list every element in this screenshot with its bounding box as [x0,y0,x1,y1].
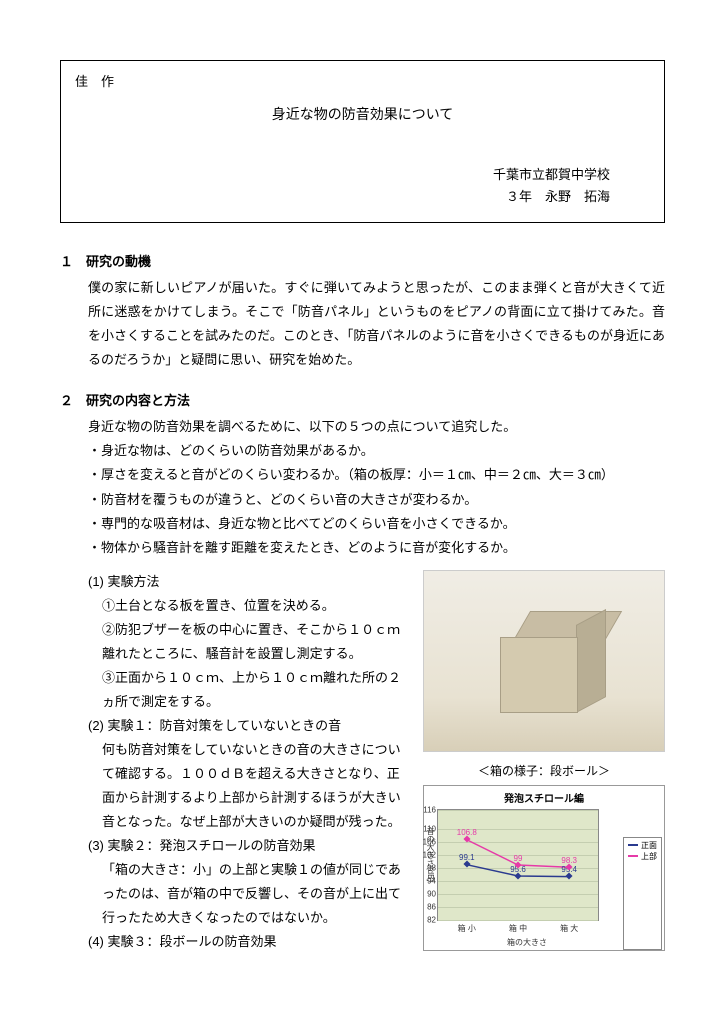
chart-xtick: 箱 小 [458,923,476,934]
exp1-body: 何も防音対策をしていないときの音の大きさについて確認する。１００ｄＢを超える大き… [102,738,407,834]
chart-gridline [438,920,598,921]
chart-ytick: 94 [418,876,436,885]
legend-color-icon [628,855,638,857]
chart-ytick: 82 [418,915,436,924]
method-step: ①土台となる板を置き、位置を決める。 [102,594,407,618]
chart-ytick: 102 [418,850,436,859]
legend-item: 上部 [628,851,657,862]
chart-ytick: 86 [418,902,436,911]
chart-value-label: 99 [514,854,523,863]
exp3-heading: (4) 実験３：段ボールの防音効果 [88,930,407,954]
chart-container: 発泡スチロール編 音の大きさ(dB) 828690949810210611011… [423,785,665,951]
chart-ytick: 98 [418,863,436,872]
chart-value-label: 99.1 [459,854,475,863]
photo-caption: ＜箱の様子：段ボール＞ [423,762,665,779]
school-name: 千葉市立都賀中学校 [75,164,650,186]
paper-title: 身近な物の防音効果について [75,104,650,124]
box-side-face [576,609,606,713]
bullet-item: ・厚さを変えると音がどのくらい変わるか。（箱の板厚：小＝１㎝、中＝２㎝、大＝３㎝… [88,463,665,487]
exp1-heading: (2) 実験１：防音対策をしていないときの音 [88,714,407,738]
bullet-item: ・身近な物は、どのくらいの防音効果があるか。 [88,439,665,463]
section1-heading: １ 研究の動機 [60,251,665,270]
chart-ytick: 90 [418,889,436,898]
section2-heading: ２ 研究の内容と方法 [60,390,665,409]
legend-item: 正面 [628,840,657,851]
section2-intro: 身近な物の防音効果を調べるために、以下の５つの点について追究した。 [88,415,665,439]
header-box: 佳 作 身近な物の防音効果について 千葉市立都賀中学校 ３年 永野 拓海 [60,60,665,223]
bullet-item: ・防音材を覆うものが違うと、どのくらい音の大きさが変わるか。 [88,488,665,512]
exp2-heading: (3) 実験２：発泡スチロールの防音効果 [88,834,407,858]
author-name: ３年 永野 拓海 [75,186,650,208]
chart-value-label: 98.3 [561,856,577,865]
right-column: ＜箱の様子：段ボール＞ 発泡スチロール編 音の大きさ(dB) 828690949… [423,570,665,955]
chart-xtick: 箱 大 [560,923,578,934]
chart-ytick: 106 [418,838,436,847]
box-photo [423,570,665,752]
chart-value-label: 106.8 [457,829,477,838]
method-heading: (1) 実験方法 [88,570,407,594]
legend-label: 正面 [641,840,657,851]
chart-ytick: 110 [418,825,436,834]
legend-color-icon [628,844,638,846]
method-step: ③正面から１０ｃｍ、上から１０ｃｍ離れた所の２ヵ所で測定をする。 [102,666,407,714]
exp2-body: 「箱の大きさ：小」の上部と実験１の値が同じであったのは、音が箱の中で反響し、その… [102,858,407,930]
chart-plot-area: 8286909498102106110116箱 小箱 中箱 大99.195.69… [437,809,599,921]
chart-ytick: 116 [418,805,436,814]
bullet-list: ・身近な物は、どのくらいの防音効果があるか。 ・厚さを変えると音がどのくらい変わ… [88,439,665,559]
method-step: ②防犯ブザーを板の中心に置き、そこから１０ｃｍ離れたところに、騒音計を設置し測定… [102,618,407,666]
legend-label: 上部 [641,851,657,862]
chart-legend: 正面上部 [623,837,662,950]
chart-xtick: 箱 中 [509,923,527,934]
bullet-item: ・専門的な吸音材は、身近な物と比べてどのくらい音を小さくできるか。 [88,512,665,536]
box-front-face [500,637,578,713]
award-label: 佳 作 [75,71,650,90]
chart-title: 発泡スチロール編 [424,786,664,807]
bullet-item: ・物体から騒音計を離す距離を変えたとき、どのように音が変化するか。 [88,536,665,560]
section1-body: 僕の家に新しいピアノが届いた。すぐに弾いてみようと思ったが、このまま弾くと音が大… [88,276,665,372]
left-column: (1) 実験方法 ①土台となる板を置き、位置を決める。 ②防犯ブザーを板の中心に… [60,570,407,955]
